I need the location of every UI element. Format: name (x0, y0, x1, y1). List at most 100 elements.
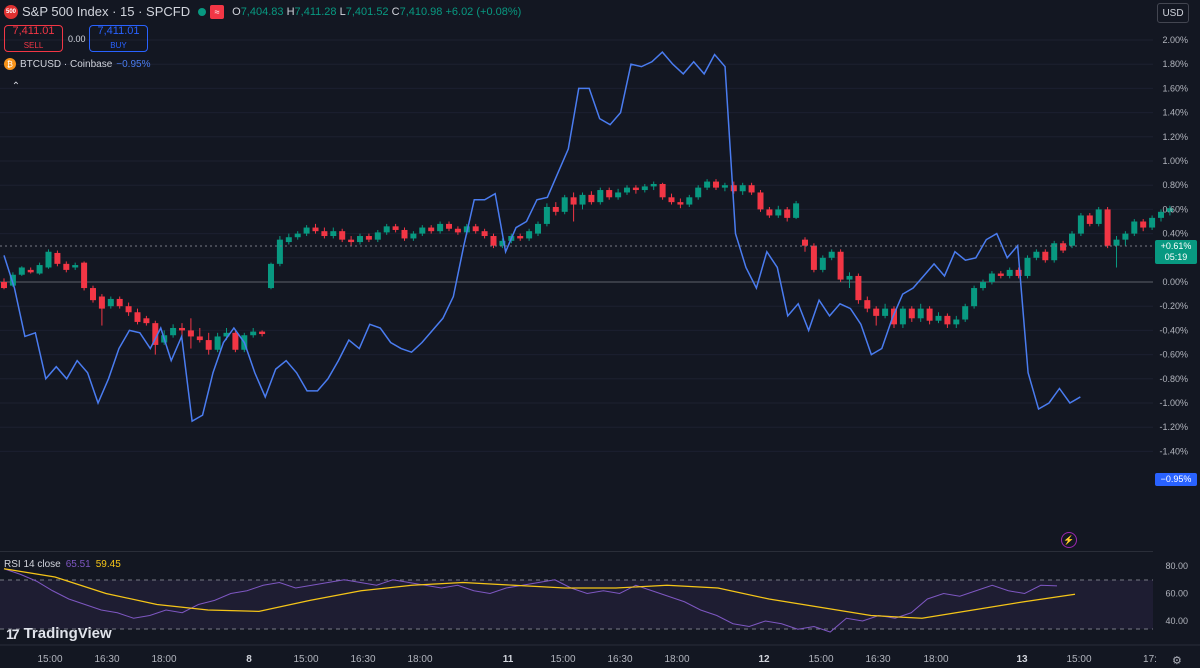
candle-body (410, 233, 417, 239)
pane-separator[interactable] (0, 551, 1153, 552)
candle-body (45, 251, 52, 268)
candle-body (917, 308, 924, 319)
candle-body (1033, 251, 1040, 258)
data-feed-icon: ≈ (210, 4, 225, 19)
candle-body (1051, 243, 1058, 261)
candle-body (428, 227, 435, 232)
compare-change: −0.95% (116, 58, 151, 70)
rsi-band (0, 580, 1153, 629)
x-tick-label: 15:00 (550, 654, 575, 665)
candle-body (615, 192, 622, 198)
candle-body (926, 308, 933, 321)
compare-symbol[interactable]: BTCUSD · Coinbase (20, 58, 113, 70)
y-tick-label: 0.60% (1162, 204, 1188, 214)
candle-body (365, 236, 372, 240)
candle-body (134, 312, 141, 322)
sp500-logo-icon: 500 (4, 4, 18, 19)
y-tick-label: -1.20% (1159, 422, 1188, 432)
candle-body (54, 252, 61, 264)
candle-body (205, 340, 212, 350)
settings-icon[interactable]: ⚙ (1172, 655, 1182, 667)
x-tick-label: 13 (1016, 654, 1028, 665)
candle-body (179, 327, 185, 331)
candle-body (170, 327, 177, 336)
candle-body (454, 228, 461, 233)
candle-body (98, 296, 105, 309)
candle-body (1006, 269, 1013, 276)
x-tick-label: 18:00 (923, 654, 948, 665)
candle-body (561, 197, 568, 212)
candle-body (980, 282, 986, 289)
candle-body (766, 209, 773, 216)
sell-button[interactable]: 7,411.01 SELL (4, 25, 63, 52)
candle-body (962, 306, 969, 320)
candle-body (570, 197, 577, 205)
rsi-tick-label: 40.00 (1165, 616, 1188, 626)
candle-body (472, 226, 479, 232)
rsi-tick-label: 80.00 (1165, 561, 1188, 571)
high-value: 7,411.28 (294, 5, 337, 18)
ohlc-values: O7,404.83 H7,411.28 L7,401.52 C7,410.98 … (232, 5, 522, 18)
candle-body (27, 269, 34, 273)
candle-body (899, 308, 906, 325)
rsi-ma-value: 59.45 (95, 559, 121, 570)
candle-body (419, 227, 426, 234)
candle-body (72, 265, 79, 268)
candle-body (401, 229, 408, 239)
y-tick-label: 0.40% (1162, 229, 1188, 239)
rsi-legend[interactable]: RSI 14 close 65.51 59.45 (4, 559, 121, 570)
candle-body (757, 192, 764, 210)
candle-body (499, 240, 506, 246)
candle-body (1, 282, 7, 289)
candle-body (214, 336, 221, 350)
candle-body (935, 315, 942, 321)
candle-body (668, 197, 675, 203)
candle-body (873, 308, 880, 316)
y-tick-label: 1.40% (1162, 108, 1188, 118)
chevron-up-icon[interactable]: ⌃ (11, 80, 21, 92)
compare-legend[interactable]: ₿ BTCUSD · Coinbase −0.95% (4, 58, 150, 70)
candle-body (285, 237, 292, 243)
currency-button[interactable]: USD (1157, 3, 1189, 23)
x-tick-label: 16:30 (865, 654, 890, 665)
candle-body (659, 183, 666, 198)
candle-body (321, 231, 328, 237)
candle-body (1140, 221, 1147, 228)
market-open-icon (198, 7, 207, 16)
tradingview-logo[interactable]: 17 TradingView (6, 625, 112, 642)
candle-body (686, 197, 693, 205)
candle-body (891, 308, 897, 325)
symbol-legend[interactable]: 500 S&P 500 Index · 15 · SPCFD ≈ O7,404.… (4, 4, 521, 19)
candle-body (730, 185, 737, 192)
rsi-ma-line (3, 568, 1076, 619)
x-tick-label: 16:30 (350, 654, 375, 665)
candle-body (864, 300, 871, 309)
candle-body (232, 332, 239, 350)
close-value: 7,410.98 (399, 5, 443, 18)
y-tick-label: -1.40% (1159, 446, 1188, 456)
candle-body (641, 186, 648, 191)
candle-body (517, 236, 524, 239)
candle-body (196, 336, 203, 341)
candle-body (357, 236, 363, 243)
candle-body (1095, 209, 1102, 224)
x-tick-label: 17: (1143, 654, 1157, 665)
candle-body (997, 273, 1004, 276)
candle-body (294, 233, 301, 238)
y-tick-label: 0.80% (1162, 180, 1188, 190)
candle-body (802, 239, 808, 246)
candle-body (793, 203, 800, 218)
brand-name: TradingView (23, 625, 112, 642)
y-tick-label: 1.20% (1162, 132, 1188, 142)
rsi-label[interactable]: RSI 14 close (4, 559, 61, 570)
candle-body (526, 231, 533, 239)
candle-body (152, 323, 159, 345)
candle-body (704, 181, 711, 188)
symbol-title[interactable]: S&P 500 Index · 15 · SPCFD (22, 4, 191, 19)
candle-body (855, 275, 862, 301)
buy-button[interactable]: 7,411.01 BUY (89, 25, 148, 52)
lightning-icon[interactable]: ⚡ (1061, 532, 1077, 548)
candle-body (1042, 251, 1049, 261)
x-tick-label: 15:00 (808, 654, 833, 665)
